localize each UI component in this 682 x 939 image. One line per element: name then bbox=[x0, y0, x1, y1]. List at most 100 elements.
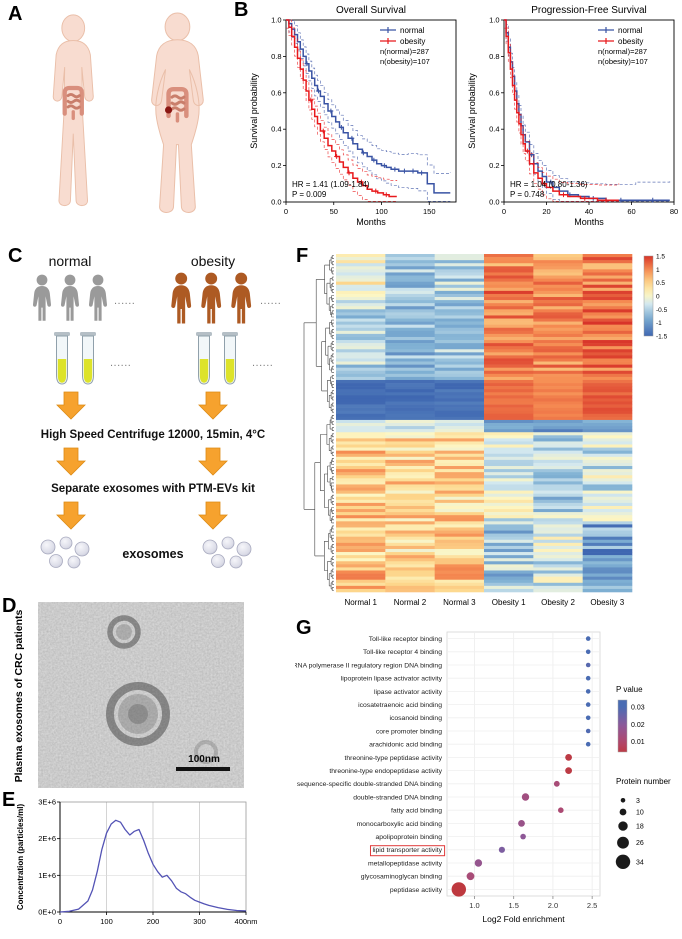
heatmap-cell bbox=[484, 502, 534, 507]
heatmap-cell bbox=[385, 490, 435, 494]
go-term-label: icosanoid binding bbox=[389, 715, 442, 722]
dendrogram-branch bbox=[329, 358, 332, 371]
heatmap-cell bbox=[582, 469, 633, 473]
heatmap-cell bbox=[336, 260, 386, 264]
go-term-label: peptidase activity bbox=[390, 887, 443, 894]
heatmap-cell bbox=[385, 552, 435, 556]
heatmap-cell bbox=[434, 505, 485, 510]
heatmap-cell bbox=[582, 588, 633, 593]
dendrogram-branch bbox=[329, 529, 332, 538]
heatmap-cell bbox=[484, 343, 534, 347]
go-dot bbox=[565, 754, 572, 761]
heatmap-cell bbox=[484, 481, 534, 485]
size-legend-title: Protein number bbox=[616, 777, 671, 786]
heatmap-cell bbox=[385, 542, 435, 547]
x-tick-label: 300 bbox=[193, 917, 206, 926]
heatmap-cell bbox=[336, 401, 386, 405]
heatmap-cell bbox=[533, 367, 583, 372]
heatmap-cell bbox=[533, 370, 583, 375]
exosome-circle bbox=[202, 539, 218, 555]
exosome-circle bbox=[49, 554, 63, 568]
heatmap-cell bbox=[434, 499, 485, 504]
heatmap-cell bbox=[533, 401, 583, 405]
heatmap-cell bbox=[434, 370, 485, 375]
heatmap-cell bbox=[434, 349, 485, 353]
heatmap-cell bbox=[484, 386, 534, 390]
heatmap-cell bbox=[484, 346, 534, 350]
heatmap-cell bbox=[336, 309, 386, 313]
exosome-circle bbox=[67, 555, 81, 569]
dendrogram-branch bbox=[330, 416, 333, 424]
y-tick-label: 0.2 bbox=[271, 161, 281, 170]
obesity-group-label: obesity bbox=[191, 253, 235, 269]
heatmap-cell bbox=[533, 355, 583, 359]
heatmap-cell bbox=[533, 392, 583, 396]
heatmap-cell bbox=[336, 573, 386, 577]
heatmap-cell bbox=[582, 582, 633, 587]
heatmap-cell bbox=[533, 336, 583, 341]
heatmap-cell bbox=[434, 493, 485, 498]
dendrogram-branch bbox=[330, 376, 333, 385]
go-term-label: monocarboxylic acid binding bbox=[357, 821, 443, 828]
censor-mark bbox=[359, 179, 364, 185]
dendrogram-branch bbox=[330, 404, 333, 411]
heatmap-cell bbox=[582, 358, 633, 362]
heatmap-cell bbox=[484, 401, 534, 405]
heatmap-cell bbox=[533, 429, 583, 433]
heatmap-cell bbox=[336, 386, 386, 390]
heatmap-cell bbox=[582, 567, 633, 571]
obese-intestine bbox=[166, 86, 189, 123]
heatmap-cell bbox=[385, 423, 435, 427]
heatmap-cell bbox=[336, 527, 386, 531]
heatmap-cell bbox=[484, 496, 534, 501]
heatmap-cell bbox=[385, 533, 435, 537]
nta-curve bbox=[59, 819, 247, 913]
heatmap-cell bbox=[385, 466, 435, 470]
heatmap-cell bbox=[533, 509, 583, 513]
heatmap-cell bbox=[385, 395, 435, 399]
heatmap-cell bbox=[385, 576, 435, 581]
heatmap-cell bbox=[582, 361, 633, 365]
heatmap-cell bbox=[434, 441, 485, 445]
heatmap-cell bbox=[385, 441, 435, 445]
size-legend-label: 26 bbox=[636, 840, 644, 847]
dendrogram-branch bbox=[331, 485, 334, 491]
heatmap-cell bbox=[582, 272, 633, 276]
heatmap-cell bbox=[434, 475, 485, 479]
heatmap-cell bbox=[582, 383, 633, 387]
panel-c-label: C bbox=[8, 245, 23, 267]
heatmap-cell bbox=[336, 487, 386, 491]
censor-mark bbox=[373, 188, 379, 194]
heatmap-cell bbox=[336, 548, 386, 553]
heatmap-column-label: Normal 2 bbox=[394, 598, 427, 607]
heatmap-cell bbox=[582, 413, 633, 418]
heatmap-cell bbox=[434, 392, 485, 396]
y-axis-label: Survival probability bbox=[467, 73, 477, 149]
y-tick-label: 0.4 bbox=[489, 125, 499, 134]
heatmap-cell bbox=[533, 435, 583, 439]
arrows-row-2 bbox=[56, 447, 228, 476]
censor-mark bbox=[410, 168, 416, 174]
heatmap-cell bbox=[533, 383, 583, 387]
heatmap-cell bbox=[336, 490, 386, 494]
x-tick-label: 2.0 bbox=[548, 901, 558, 910]
dendrogram-branch bbox=[331, 384, 334, 388]
heatmap-cell bbox=[533, 579, 583, 584]
dendrogram-branch bbox=[331, 408, 334, 413]
exosome-vesicle-large bbox=[106, 682, 170, 746]
heatmap-cell bbox=[434, 395, 485, 399]
heatmap-cell bbox=[533, 340, 583, 344]
heatmap-cell bbox=[582, 472, 633, 476]
heatmap-cell bbox=[434, 423, 485, 427]
heatmap-cell bbox=[385, 487, 435, 491]
heatmap-cell bbox=[434, 340, 485, 344]
dendrogram-branch bbox=[331, 270, 334, 275]
heatmap-cell bbox=[533, 330, 583, 335]
heatmap-cell bbox=[533, 521, 583, 525]
legend-note: n(normal)=287 bbox=[380, 47, 429, 56]
heatmap-cell bbox=[385, 281, 435, 286]
heatmap-cell bbox=[533, 561, 583, 565]
heatmap-cell bbox=[533, 254, 583, 258]
censor-mark bbox=[371, 157, 377, 163]
dendrogram-branch bbox=[331, 329, 334, 333]
